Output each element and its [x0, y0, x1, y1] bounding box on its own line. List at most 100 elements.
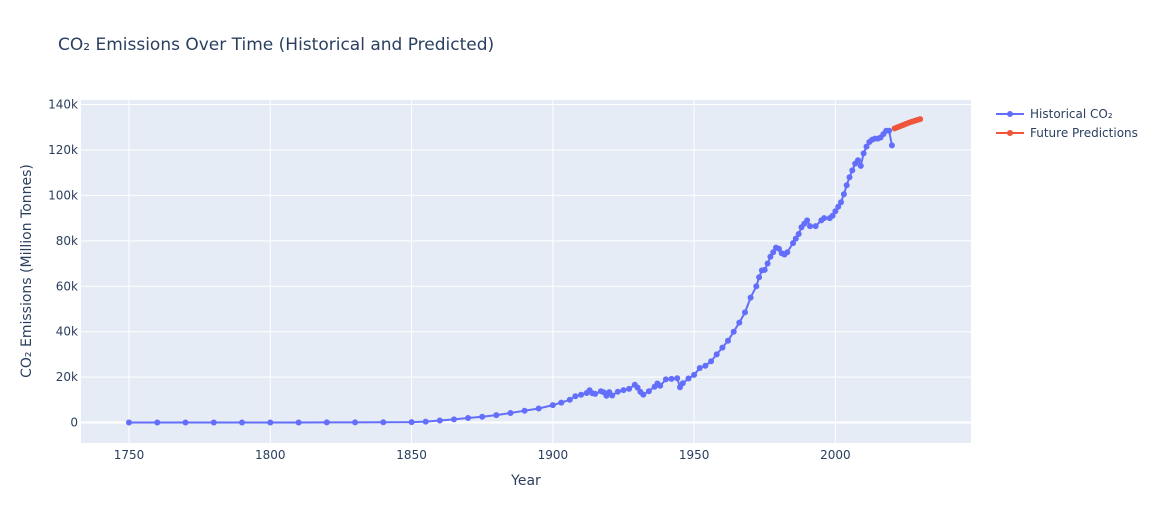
data-point [761, 266, 768, 273]
data-point [558, 399, 565, 406]
data-point [614, 388, 621, 395]
legend-item[interactable]: Historical CO₂ [996, 107, 1113, 121]
series-0 [126, 127, 895, 426]
data-point [578, 391, 585, 398]
data-point [832, 208, 839, 215]
data-point [756, 274, 763, 281]
data-point [821, 215, 828, 222]
data-point [917, 116, 924, 123]
data-point [640, 391, 647, 398]
data-point [592, 390, 599, 397]
legend-item[interactable]: Future Predictions [996, 126, 1138, 140]
data-point [609, 392, 616, 399]
data-point [645, 388, 652, 395]
legend-swatch-marker [1007, 111, 1013, 117]
data-point [784, 249, 791, 256]
data-point [126, 419, 132, 426]
data-point [807, 223, 813, 230]
data-point [408, 419, 415, 426]
data-point [507, 410, 514, 416]
series-1 [891, 116, 924, 132]
data-point [713, 351, 720, 358]
data-point [267, 419, 274, 426]
data-point [840, 191, 847, 198]
data-point [549, 402, 556, 409]
data-point [708, 358, 715, 365]
data-point [436, 417, 443, 424]
data-point [730, 328, 737, 335]
plot-area [81, 100, 971, 443]
data-point [843, 182, 850, 189]
data-point [838, 199, 844, 206]
data-point [380, 419, 387, 426]
data-point [352, 419, 359, 426]
data-point [753, 283, 760, 290]
data-point [662, 376, 669, 383]
data-point [855, 157, 861, 164]
data-point [888, 142, 895, 149]
data-point [849, 167, 856, 174]
series-layer [126, 116, 924, 426]
x-tick-label: 1950 [679, 448, 710, 462]
data-point [674, 375, 681, 382]
data-point [792, 235, 799, 242]
data-point [685, 375, 692, 382]
data-point [535, 405, 542, 412]
data-point [668, 375, 675, 382]
x-tick-label: 2000 [820, 448, 851, 462]
data-point [812, 223, 819, 230]
y-tick-label: 0 [70, 416, 78, 430]
data-point [657, 382, 664, 389]
data-point [479, 413, 486, 420]
data-point [790, 240, 796, 247]
y-axis-label: CO₂ Emissions (Million Tonnes) [19, 164, 35, 378]
x-axis-ticks: 1750 1800 1850 1900 1950 2000 [114, 448, 851, 462]
data-point [829, 212, 836, 219]
data-point [620, 387, 627, 394]
data-point [767, 253, 774, 260]
chart-title: CO₂ Emissions Over Time (Historical and … [58, 35, 494, 55]
data-point [295, 419, 302, 426]
data-point [493, 412, 500, 419]
data-point [770, 249, 777, 256]
y-tick-label: 40k [56, 325, 78, 339]
data-point [634, 384, 641, 391]
x-axis-label: Year [510, 473, 541, 489]
y-axis-ticks: 0 20k 40k 60k 80k 100k 120k 140k [48, 98, 78, 430]
y-tick-label: 120k [48, 143, 78, 157]
data-point [465, 415, 472, 421]
data-point [725, 337, 731, 344]
y-tick-label: 100k [48, 188, 78, 202]
data-point [764, 260, 771, 267]
x-tick-label: 1850 [396, 448, 427, 462]
y-tick-label: 80k [56, 234, 78, 248]
data-point [857, 162, 864, 169]
data-point [860, 150, 867, 157]
data-point [742, 309, 748, 316]
data-point [702, 362, 709, 369]
data-point [422, 418, 429, 425]
y-tick-label: 140k [48, 98, 78, 112]
data-point [572, 393, 579, 400]
data-point [795, 231, 802, 237]
data-point [154, 419, 161, 426]
legend[interactable]: Historical CO₂ Future Predictions [996, 107, 1138, 140]
x-tick-label: 1750 [114, 448, 145, 462]
data-point [521, 407, 528, 414]
legend-label: Historical CO₂ [1030, 107, 1113, 121]
data-point [182, 419, 189, 426]
data-point [736, 319, 743, 326]
data-point [886, 127, 893, 134]
legend-label: Future Predictions [1030, 126, 1138, 140]
data-point [696, 365, 703, 371]
data-point [566, 396, 573, 403]
data-point [679, 380, 686, 387]
data-point [804, 217, 811, 224]
x-tick-label: 1800 [255, 448, 286, 462]
data-point [691, 371, 698, 378]
x-tick-label: 1900 [538, 448, 569, 462]
data-point [747, 294, 754, 301]
data-point [846, 174, 853, 181]
y-tick-label: 60k [56, 279, 78, 293]
